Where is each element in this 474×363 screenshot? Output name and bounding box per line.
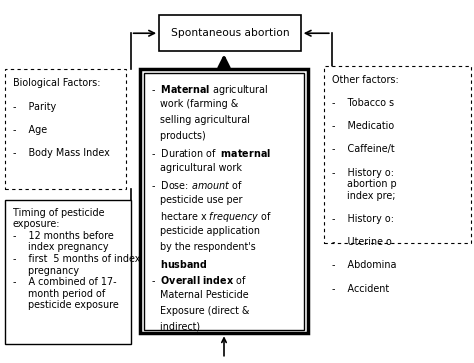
Text: Spontaneous abortion: Spontaneous abortion	[171, 28, 289, 38]
Text: Other factors:

-    Tobacco s

-    Medicatio

-    Caffeine/t

-    History o:: Other factors: - Tobacco s - Medicatio -…	[331, 75, 398, 294]
Text: selling agricultural: selling agricultural	[151, 115, 249, 125]
Text: Maternal Pesticide: Maternal Pesticide	[151, 290, 248, 300]
Text: products): products)	[151, 131, 205, 141]
Text: hectare x $\mathit{frequency}$ of: hectare x $\mathit{frequency}$ of	[151, 211, 272, 224]
Text: Timing of pesticide
exposure:
-    12 months before
     index pregnancy
-    fi: Timing of pesticide exposure: - 12 month…	[12, 208, 140, 310]
FancyBboxPatch shape	[5, 200, 131, 344]
Text: by the respondent's: by the respondent's	[151, 242, 255, 252]
Text: -  Dose: $\mathit{amount}$ of: - Dose: $\mathit{amount}$ of	[151, 179, 242, 191]
Text: -  Duration of  $\mathbf{maternal}$: - Duration of $\mathbf{maternal}$	[151, 147, 271, 159]
FancyBboxPatch shape	[159, 15, 301, 51]
Text: Exposure (direct &: Exposure (direct &	[151, 306, 249, 316]
Text: pesticide use per: pesticide use per	[151, 195, 242, 204]
Text: $\mathbf{husband}$: $\mathbf{husband}$	[151, 258, 207, 270]
Text: work (farming &: work (farming &	[151, 99, 238, 109]
Text: Biological Factors:

-    Parity

-    Age

-    Body Mass Index: Biological Factors: - Parity - Age - Bod…	[12, 78, 109, 158]
FancyBboxPatch shape	[5, 69, 126, 189]
FancyBboxPatch shape	[145, 73, 304, 330]
Text: -  $\mathbf{Maternal}$ agricultural: - $\mathbf{Maternal}$ agricultural	[151, 83, 268, 97]
Text: -  $\mathbf{Overall\ index}$ of: - $\mathbf{Overall\ index}$ of	[151, 274, 246, 286]
Text: agricultural work: agricultural work	[151, 163, 242, 173]
Text: pesticide application: pesticide application	[151, 227, 259, 236]
Text: indirect): indirect)	[151, 322, 200, 332]
FancyBboxPatch shape	[140, 69, 308, 333]
FancyBboxPatch shape	[324, 66, 471, 243]
